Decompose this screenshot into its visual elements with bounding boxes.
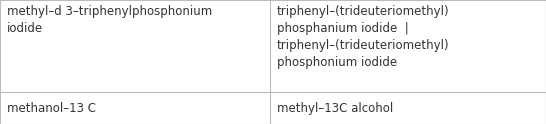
Text: methyl–13C alcohol: methyl–13C alcohol: [276, 102, 393, 115]
Text: triphenyl–(trideuteriomethyl)
phosphanium iodide  |
triphenyl–(trideuteriomethyl: triphenyl–(trideuteriomethyl) phosphaniu…: [276, 5, 449, 69]
Text: methyl–d 3–triphenylphosphonium
iodide: methyl–d 3–triphenylphosphonium iodide: [7, 5, 212, 35]
Text: methanol–13 C: methanol–13 C: [7, 102, 96, 115]
